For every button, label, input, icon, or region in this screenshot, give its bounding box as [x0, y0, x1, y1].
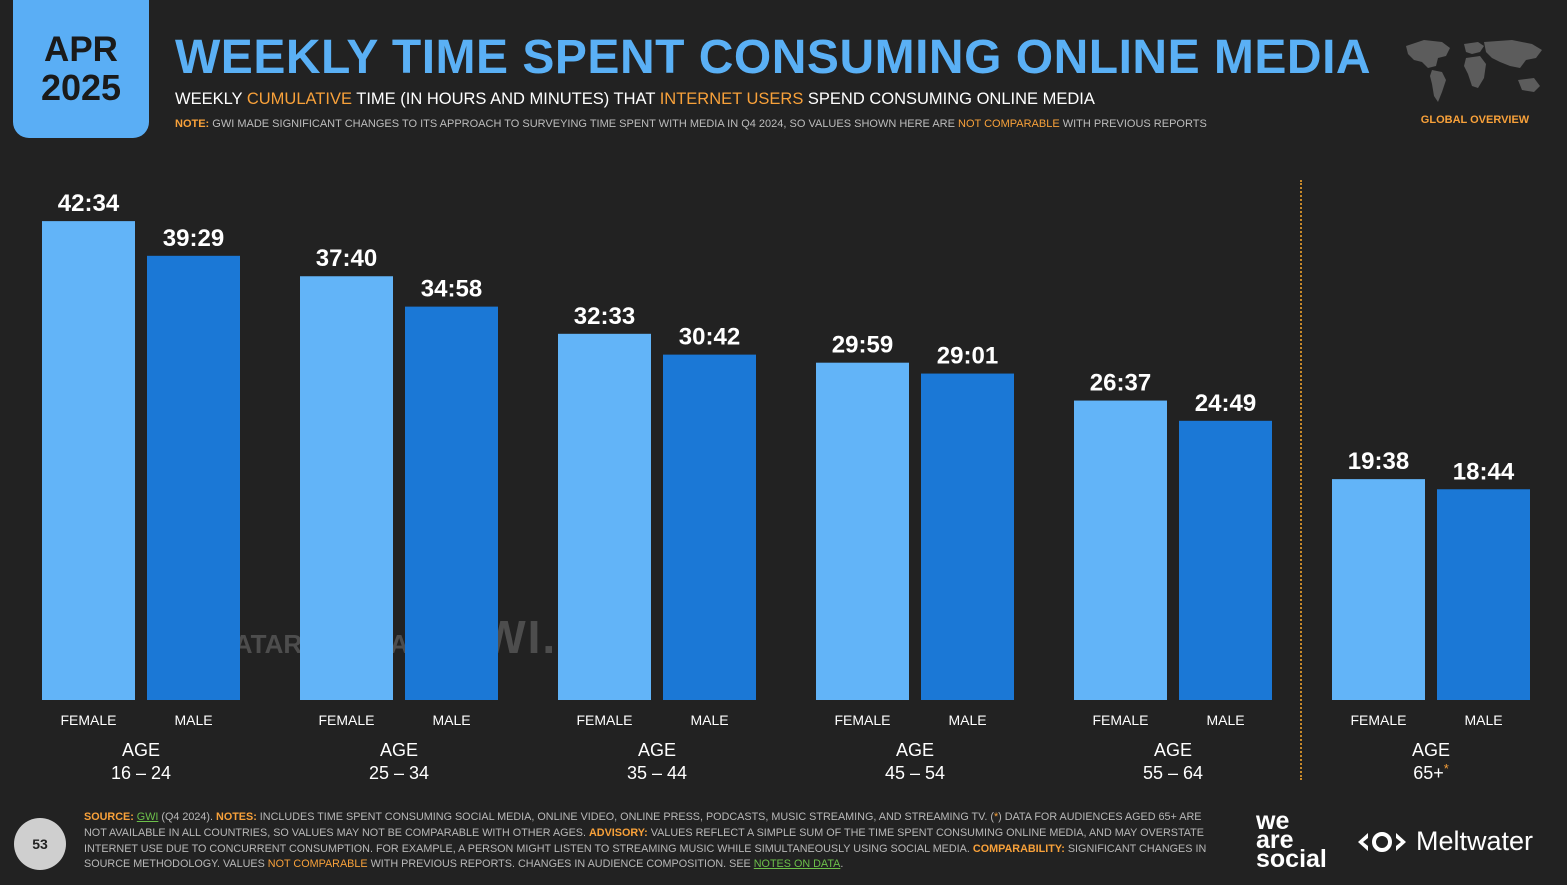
female-bar: [300, 276, 393, 700]
age-label: AGE: [638, 740, 676, 760]
female-value-label: 32:33: [574, 303, 635, 330]
male-category-label: MALE: [1206, 712, 1244, 728]
female-value-label: 42:34: [58, 190, 120, 217]
source-notes: SOURCE: GWI (Q4 2024). NOTES: INCLUDES T…: [84, 811, 1207, 871]
age-label: AGE: [1412, 740, 1450, 760]
male-bar: [663, 354, 756, 700]
female-bar: [816, 362, 909, 700]
female-value-label: 37:40: [316, 245, 377, 272]
bar-chart: 42:34 FEMALE 39:29 MALE AGE 16 – 24 37:40 FEMAL…: [42, 190, 1530, 783]
we-are-social-logo: we are social: [1256, 807, 1327, 873]
female-bar: [1074, 400, 1167, 700]
subtitle: WEEKLY CUMULATIVE TIME (IN HOURS AND MIN…: [175, 90, 1095, 108]
global-overview-label: GLOBAL OVERVIEW: [1420, 114, 1530, 126]
female-category-label: FEMALE: [60, 712, 116, 728]
age-range-label: 25 – 34: [369, 763, 429, 783]
world-map-icon: [1406, 40, 1542, 102]
notes-on-data-link[interactable]: NOTES ON DATA: [753, 858, 841, 871]
male-category-label: MALE: [174, 712, 212, 728]
female-category-label: FEMALE: [834, 712, 890, 728]
page-title: WEEKLY TIME SPENT CONSUMING ONLINE MEDIA: [175, 31, 1372, 84]
male-value-label: 39:29: [163, 225, 224, 252]
methodology-note: NOTE: GWI MADE SIGNIFICANT CHANGES TO IT…: [175, 118, 1207, 130]
male-value-label: 30:42: [679, 324, 740, 351]
female-category-label: FEMALE: [318, 712, 374, 728]
female-value-label: 26:37: [1090, 370, 1151, 397]
date-month: APR: [44, 30, 118, 69]
male-bar: [1437, 489, 1530, 700]
age-range-label: 45 – 54: [885, 763, 945, 783]
meltwater-icon: [1358, 831, 1406, 852]
age-range-label: 35 – 44: [627, 763, 687, 783]
age-range-label: 16 – 24: [111, 763, 171, 783]
age-range-label: 65+*: [1413, 761, 1449, 783]
male-value-label: 29:01: [937, 343, 998, 370]
female-value-label: 29:59: [832, 332, 893, 359]
male-bar: [147, 255, 240, 700]
male-value-label: 24:49: [1195, 390, 1256, 417]
date-year: 2025: [40, 67, 122, 108]
female-bar: [558, 333, 651, 700]
age-label: AGE: [1154, 740, 1192, 760]
female-category-label: FEMALE: [576, 712, 632, 728]
group-divider: [1300, 180, 1302, 780]
male-bar: [1179, 420, 1272, 700]
female-value-label: 19:38: [1348, 448, 1409, 475]
male-category-label: MALE: [432, 712, 470, 728]
meltwater-logo: Meltwater: [1356, 826, 1533, 857]
female-category-label: FEMALE: [1092, 712, 1148, 728]
female-bar: [1332, 479, 1425, 700]
male-bar: [921, 373, 1014, 700]
age-range-label: 55 – 64: [1143, 763, 1203, 783]
page-number: 53: [14, 818, 66, 870]
male-value-label: 18:44: [1453, 458, 1515, 485]
male-category-label: MALE: [1464, 712, 1502, 728]
female-category-label: FEMALE: [1350, 712, 1406, 728]
male-category-label: MALE: [690, 712, 728, 728]
age-label: AGE: [896, 740, 934, 760]
age-range-footnote-mark: *: [1444, 761, 1449, 776]
female-bar: [42, 221, 135, 700]
date-badge: APR 2025: [13, 0, 149, 138]
male-category-label: MALE: [948, 712, 986, 728]
age-label: AGE: [380, 740, 418, 760]
male-value-label: 34:58: [421, 276, 482, 303]
age-label: AGE: [122, 740, 160, 760]
male-bar: [405, 306, 498, 700]
